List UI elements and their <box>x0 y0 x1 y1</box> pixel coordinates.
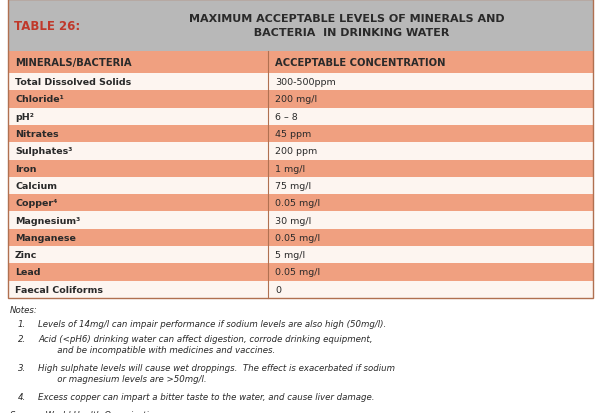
Text: 0.05 mg/l: 0.05 mg/l <box>275 233 320 242</box>
Text: High sulphate levels will cause wet droppings.  The effect is exacerbated if sod: High sulphate levels will cause wet drop… <box>38 363 395 383</box>
Text: Manganese: Manganese <box>15 233 76 242</box>
Text: 300-500ppm: 300-500ppm <box>275 78 336 87</box>
Text: Chloride¹: Chloride¹ <box>15 95 64 104</box>
Bar <box>8 126 593 143</box>
Text: TABLE 26:: TABLE 26: <box>14 19 81 33</box>
Text: Acid (<pH6) drinking water can affect digestion, corrode drinking equipment,
   : Acid (<pH6) drinking water can affect di… <box>38 335 373 354</box>
Bar <box>8 177 593 195</box>
Bar <box>8 0 593 52</box>
Text: Zinc: Zinc <box>15 251 37 259</box>
Text: Levels of 14mg/l can impair performance if sodium levels are also high (50mg/l).: Levels of 14mg/l can impair performance … <box>38 319 386 328</box>
Bar <box>8 247 593 263</box>
Text: Source: World Health Organisation.: Source: World Health Organisation. <box>10 410 162 413</box>
Bar <box>8 108 593 126</box>
Text: Notes:: Notes: <box>10 305 38 314</box>
Text: Nitrates: Nitrates <box>15 130 59 139</box>
Text: Sulphates³: Sulphates³ <box>15 147 72 156</box>
Bar <box>8 91 593 108</box>
Text: Faecal Coliforms: Faecal Coliforms <box>15 285 103 294</box>
Text: 0.05 mg/l: 0.05 mg/l <box>275 199 320 208</box>
Bar <box>8 74 593 91</box>
Bar <box>8 160 593 177</box>
Bar <box>8 0 593 298</box>
Text: 30 mg/l: 30 mg/l <box>275 216 311 225</box>
Text: MAXIMUM ACCEPTABLE LEVELS OF MINERALS AND
  BACTERIA  IN DRINKING WATER: MAXIMUM ACCEPTABLE LEVELS OF MINERALS AN… <box>189 14 505 38</box>
Text: 200 mg/l: 200 mg/l <box>275 95 317 104</box>
Text: 4.: 4. <box>18 392 26 401</box>
Bar <box>8 52 593 74</box>
Text: 200 ppm: 200 ppm <box>275 147 317 156</box>
Text: ACCEPTABLE CONCENTRATION: ACCEPTABLE CONCENTRATION <box>275 58 446 68</box>
Text: Lead: Lead <box>15 268 40 277</box>
Text: 1.: 1. <box>18 319 26 328</box>
Text: Excess copper can impart a bitter taste to the water, and cause liver damage.: Excess copper can impart a bitter taste … <box>38 392 374 401</box>
Text: 0: 0 <box>275 285 281 294</box>
Bar <box>8 263 593 281</box>
Bar <box>8 143 593 160</box>
Text: 0.05 mg/l: 0.05 mg/l <box>275 268 320 277</box>
Text: Calcium: Calcium <box>15 181 57 190</box>
Text: MINERALS/BACTERIA: MINERALS/BACTERIA <box>15 58 132 68</box>
Text: Copper⁴: Copper⁴ <box>15 199 57 208</box>
Bar <box>8 195 593 212</box>
Bar <box>8 212 593 229</box>
Text: Iron: Iron <box>15 164 37 173</box>
Text: Magnesium³: Magnesium³ <box>15 216 81 225</box>
Text: 75 mg/l: 75 mg/l <box>275 181 311 190</box>
Text: pH²: pH² <box>15 112 34 121</box>
Text: 6 – 8: 6 – 8 <box>275 112 298 121</box>
Text: 45 ppm: 45 ppm <box>275 130 311 139</box>
Text: 1 mg/l: 1 mg/l <box>275 164 305 173</box>
Bar <box>8 281 593 298</box>
Text: 3.: 3. <box>18 363 26 373</box>
Text: 5 mg/l: 5 mg/l <box>275 251 305 259</box>
Text: Total Dissolved Solids: Total Dissolved Solids <box>15 78 131 87</box>
Bar <box>8 229 593 247</box>
Text: 2.: 2. <box>18 335 26 344</box>
